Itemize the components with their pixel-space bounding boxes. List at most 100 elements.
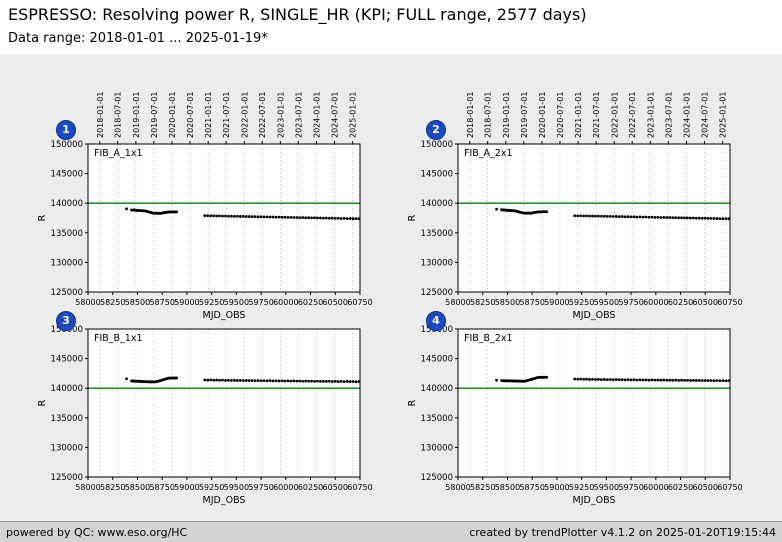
svg-text:FIB_A_2x1: FIB_A_2x1	[464, 148, 513, 159]
svg-text:R: R	[407, 399, 418, 406]
panel-number-badge: 4	[426, 311, 446, 331]
svg-text:2020-07-01: 2020-07-01	[186, 92, 195, 139]
footer-created-by: created by trendPlotter v4.1.2 on 2025-0…	[469, 525, 776, 539]
svg-text:59750: 59750	[248, 483, 273, 492]
svg-text:2025-01-01: 2025-01-01	[349, 92, 358, 139]
svg-text:60500: 60500	[693, 298, 718, 307]
svg-text:60000: 60000	[273, 298, 298, 307]
svg-text:145000: 145000	[421, 170, 453, 180]
svg-text:58750: 58750	[519, 298, 544, 307]
svg-text:125000: 125000	[421, 288, 453, 298]
svg-text:59500: 59500	[594, 483, 619, 492]
svg-text:59250: 59250	[199, 483, 224, 492]
svg-text:145000: 145000	[51, 170, 83, 180]
svg-text:60500: 60500	[323, 298, 348, 307]
svg-text:145000: 145000	[51, 355, 83, 365]
svg-text:60250: 60250	[298, 483, 323, 492]
scatter-chart-fib-a-1x1: 2018-01-01 2018-07-01 2019-01-01 2019-07-01…	[37, 91, 373, 321]
svg-text:58500: 58500	[125, 298, 150, 307]
svg-text:59500: 59500	[224, 483, 249, 492]
svg-text:58000: 58000	[75, 298, 100, 307]
svg-text:59000: 59000	[174, 483, 199, 492]
svg-text:2023-07-01: 2023-07-01	[294, 92, 303, 139]
panel-number-badge: 2	[426, 120, 446, 140]
svg-text:2025-01-01: 2025-01-01	[719, 92, 728, 139]
svg-text:150000: 150000	[51, 140, 83, 150]
svg-text:58000: 58000	[75, 483, 100, 492]
svg-text:60000: 60000	[643, 483, 668, 492]
svg-text:60750: 60750	[347, 298, 372, 307]
svg-text:2022-07-01: 2022-07-01	[628, 92, 637, 138]
svg-text:59250: 59250	[199, 298, 224, 307]
svg-text:59750: 59750	[618, 483, 643, 492]
svg-text:59750: 59750	[618, 298, 643, 307]
svg-text:R: R	[407, 214, 418, 221]
svg-text:60500: 60500	[693, 483, 718, 492]
svg-text:58500: 58500	[495, 483, 520, 492]
svg-text:60750: 60750	[347, 483, 372, 492]
svg-text:140000: 140000	[51, 384, 83, 394]
svg-text:58250: 58250	[470, 483, 495, 492]
scatter-chart-fib-a-2x1: 2018-01-01 2018-07-01 2019-01-01 2019-07-01…	[407, 91, 743, 321]
svg-text:2022-01-01: 2022-01-01	[240, 92, 249, 139]
svg-text:59250: 59250	[569, 483, 594, 492]
svg-text:58000: 58000	[445, 483, 470, 492]
svg-text:2024-07-01: 2024-07-01	[330, 92, 339, 139]
svg-text:58750: 58750	[149, 483, 174, 492]
svg-text:2019-01-01: 2019-01-01	[132, 91, 141, 138]
svg-text:FIB_B_2x1: FIB_B_2x1	[464, 333, 513, 344]
svg-text:R: R	[37, 399, 48, 406]
svg-text:2018-07-01: 2018-07-01	[484, 92, 493, 139]
svg-text:2021-07-01: 2021-07-01	[222, 92, 231, 139]
svg-text:2024-01-01: 2024-01-01	[682, 92, 691, 139]
page-header: ESPRESSO: Resolving power R, SINGLE_HR (…	[0, 0, 782, 54]
svg-text:135000: 135000	[421, 229, 453, 239]
svg-text:2020-07-01: 2020-07-01	[556, 92, 565, 139]
svg-text:2019-07-01: 2019-07-01	[520, 92, 529, 139]
svg-text:59750: 59750	[248, 298, 273, 307]
svg-text:2022-01-01: 2022-01-01	[610, 92, 619, 139]
figure-area: 1 2018-01-01 2018-07-01 2019-01-01 2019-07-…	[0, 54, 782, 521]
svg-text:150000: 150000	[421, 140, 453, 150]
plot-panel-fib-b-1x1: 3 12500013000013500014000014500015000058…	[28, 311, 378, 507]
plot-panel-fib-a-1x1: 1 2018-01-01 2018-07-01 2019-01-01 2019-07-…	[28, 70, 378, 322]
svg-text:58250: 58250	[100, 298, 125, 307]
scatter-chart-fib-b-2x1: 1250001300001350001400001450001500005800…	[407, 325, 743, 506]
svg-text:2023-01-01: 2023-01-01	[276, 92, 285, 138]
svg-text:130000: 130000	[421, 258, 453, 268]
svg-text:MJD_OBS: MJD_OBS	[573, 310, 616, 321]
svg-text:2020-01-01: 2020-01-01	[168, 92, 177, 139]
svg-text:MJD_OBS: MJD_OBS	[573, 495, 616, 506]
svg-text:59000: 59000	[544, 483, 569, 492]
svg-text:140000: 140000	[421, 384, 453, 394]
svg-text:60750: 60750	[717, 298, 742, 307]
svg-text:59500: 59500	[594, 298, 619, 307]
svg-text:130000: 130000	[51, 443, 83, 453]
svg-text:2021-01-01: 2021-01-01	[204, 92, 213, 139]
scatter-chart-fib-b-1x1: 1250001300001350001400001450001500005800…	[37, 325, 373, 506]
panel-number-badge: 1	[56, 120, 76, 140]
svg-text:FIB_B_1x1: FIB_B_1x1	[94, 333, 143, 344]
svg-text:59500: 59500	[224, 298, 249, 307]
svg-text:2023-01-01: 2023-01-01	[646, 92, 655, 138]
svg-text:135000: 135000	[51, 414, 83, 424]
svg-text:60750: 60750	[717, 483, 742, 492]
svg-text:59250: 59250	[569, 298, 594, 307]
svg-text:125000: 125000	[421, 473, 453, 483]
plot-panel-fib-a-2x1: 2 2018-01-01 2018-07-01 2019-01-01 2019-07-…	[398, 70, 748, 322]
svg-text:60000: 60000	[643, 298, 668, 307]
svg-text:130000: 130000	[51, 258, 83, 268]
svg-text:2019-01-01: 2019-01-01	[502, 91, 511, 138]
svg-text:125000: 125000	[51, 473, 83, 483]
data-range-subtitle: Data range: 2018-01-01 ... 2025-01-19*	[8, 31, 268, 46]
svg-text:135000: 135000	[51, 229, 83, 239]
svg-text:145000: 145000	[421, 355, 453, 365]
svg-text:2024-07-01: 2024-07-01	[700, 92, 709, 139]
svg-text:2018-01-01: 2018-01-01	[466, 92, 475, 139]
svg-text:58750: 58750	[519, 483, 544, 492]
svg-text:125000: 125000	[51, 288, 83, 298]
svg-text:R: R	[37, 214, 48, 221]
footer-powered-by: powered by QC: www.eso.org/HC	[6, 525, 188, 539]
svg-text:60250: 60250	[668, 483, 693, 492]
